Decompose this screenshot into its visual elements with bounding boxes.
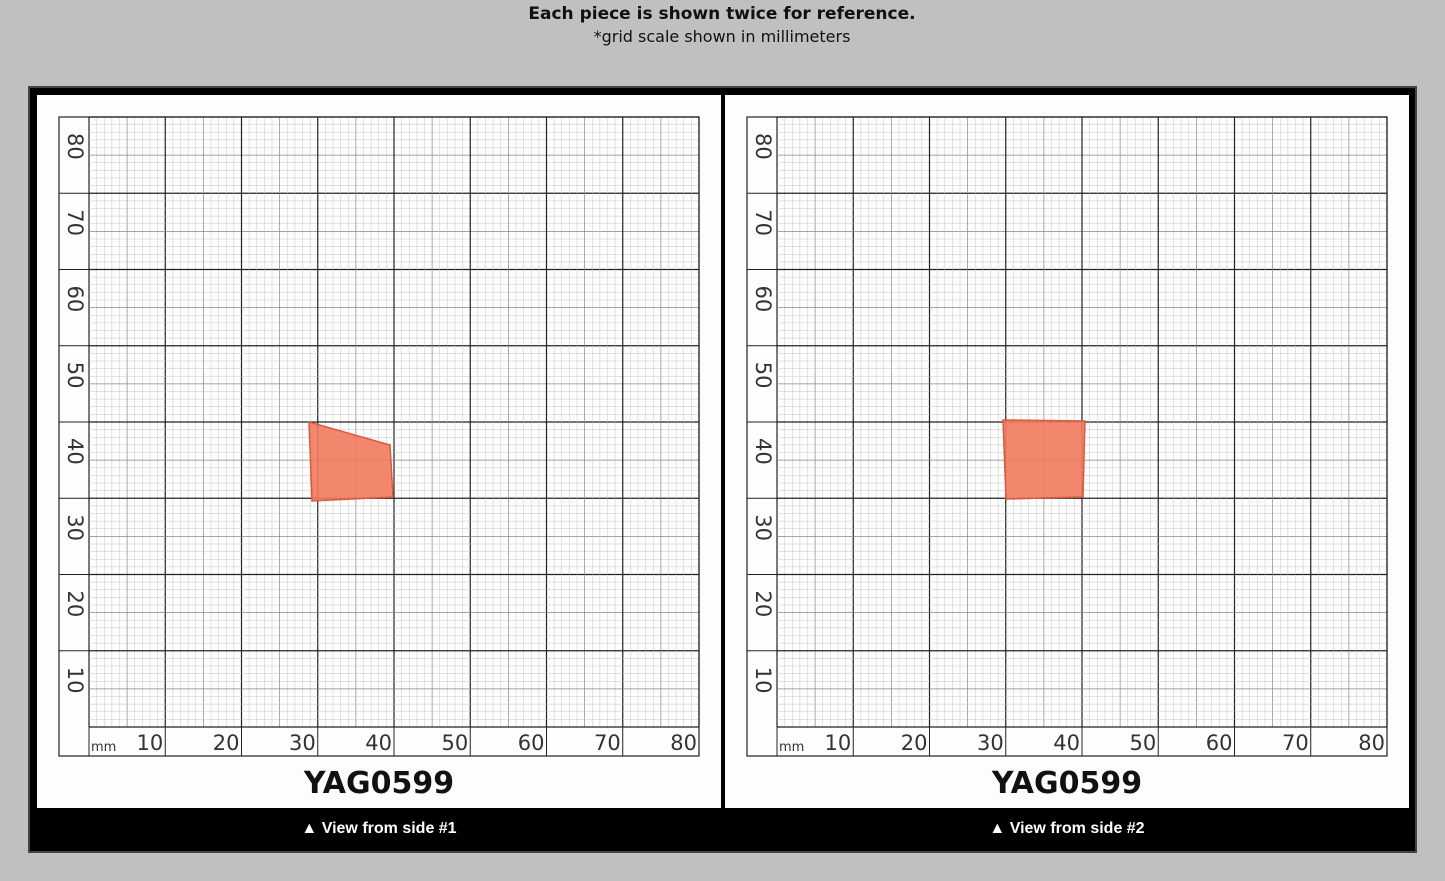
grid-border [746,116,1388,757]
x-scale-label: 30 [977,731,1004,755]
x-scale-label: 70 [1282,731,1309,755]
crystal [1002,419,1086,500]
y-scale-label: 10 [63,667,87,694]
x-scale-label: 10 [137,731,164,755]
y-scale-label: 30 [63,514,87,541]
unit-label: mm [91,740,116,755]
y-scale-label: 60 [63,286,87,313]
x-scale-label: 20 [213,731,240,755]
x-scale-label: 60 [518,731,545,755]
y-scale-label: 50 [751,362,775,389]
x-scale-label: 60 [1206,731,1233,755]
y-scale-label: 70 [63,209,87,236]
x-scale-label: 70 [594,731,621,755]
x-scale-label: 40 [365,731,392,755]
x-scale-label: 80 [1358,731,1385,755]
y-scale-label: 20 [63,591,87,618]
grid-border [58,116,700,757]
x-scale-label: 50 [442,731,469,755]
sample-id: YAG0599 [303,766,454,801]
x-scale-label: 20 [901,731,928,755]
x-scale-label: 10 [825,731,852,755]
x-scale-label: 50 [1130,731,1157,755]
y-scale-label: 80 [751,133,775,160]
title: Each piece is shown twice for reference. [528,4,915,24]
y-scale-label: 40 [751,438,775,465]
subtitle: *grid scale shown in millimeters [594,27,851,46]
caption: ▲ View from side #1 [301,820,456,837]
y-scale-label: 50 [63,362,87,389]
y-scale-label: 40 [63,438,87,465]
x-scale-label: 30 [289,731,316,755]
sample-id: YAG0599 [991,766,1142,801]
y-scale-label: 80 [63,133,87,160]
y-scale-label: 30 [751,514,775,541]
caption: ▲ View from side #2 [989,820,1144,837]
crystal [308,420,394,502]
x-scale-label: 40 [1053,731,1080,755]
x-scale-label: 80 [670,731,697,755]
y-scale-label: 10 [751,667,775,694]
y-scale-label: 60 [751,286,775,313]
y-scale-label: 70 [751,209,775,236]
unit-label: mm [779,740,804,755]
y-scale-label: 20 [751,591,775,618]
